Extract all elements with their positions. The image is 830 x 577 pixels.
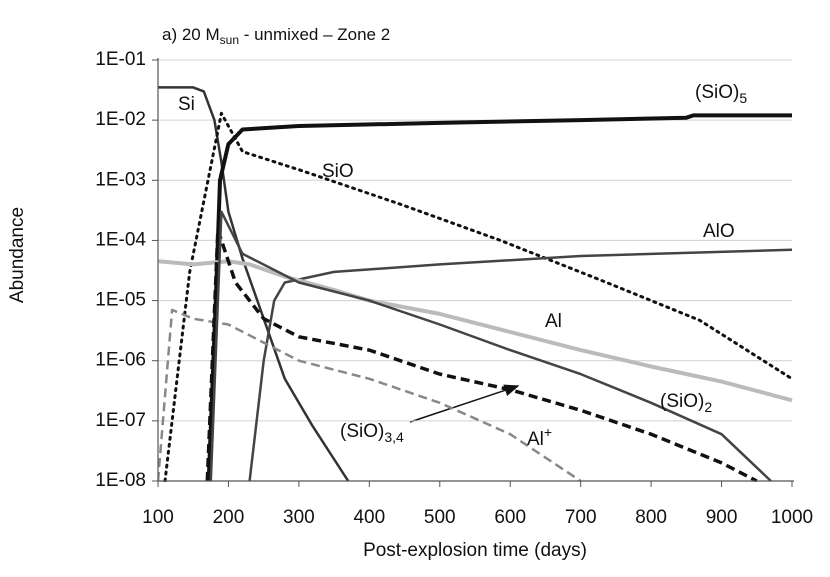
series-name: Si [178, 94, 195, 115]
y-tick-label: 1E-01 [95, 49, 146, 70]
y-tick-label: 1E-07 [95, 410, 146, 431]
series-name: (SiO) [340, 421, 384, 442]
x-tick-label: 500 [424, 507, 456, 528]
y-tick-label: 1E-02 [95, 109, 146, 130]
series-label: AlO [703, 221, 735, 242]
series-label: Al+ [527, 424, 552, 450]
series-name: Al [527, 429, 544, 450]
x-tick-label: 400 [353, 507, 385, 528]
x-tick-label: 1000 [771, 507, 813, 528]
annotation-arrow [409, 384, 520, 423]
y-tick-label: 1E-05 [95, 290, 146, 311]
series-name-superscript: + [544, 424, 552, 440]
y-tick-label: 1E-03 [95, 169, 146, 190]
y-axis-label: Abundance [7, 207, 28, 303]
series-name: Al [545, 311, 562, 332]
series-label: Al [545, 311, 562, 332]
series-name-subscript: 5 [739, 90, 747, 106]
x-tick-label: 900 [706, 507, 738, 528]
series-line [206, 113, 792, 482]
series-label: (SiO)2 [660, 391, 712, 415]
x-tick-label: 700 [565, 507, 597, 528]
series-line [158, 308, 582, 482]
series-name-subscript: 2 [704, 399, 712, 415]
series-label: (SiO)3,4 [340, 421, 404, 445]
x-tick-label: 800 [635, 507, 667, 528]
series-name: (SiO) [695, 82, 739, 103]
y-tick-label: 1E-04 [95, 229, 146, 250]
series-label: Si [178, 94, 195, 115]
x-tick-label: 300 [283, 507, 315, 528]
chart-title: a) 20 Msun - unmixed – Zone 2 [162, 25, 390, 47]
series-label: SiO [322, 161, 354, 182]
x-tick-label: 100 [142, 507, 174, 528]
y-tick-label: 1E-08 [95, 470, 146, 491]
series-name-subscript: 3,4 [384, 429, 404, 445]
series-line [158, 259, 793, 403]
series-line [248, 248, 793, 482]
series-line [158, 86, 350, 482]
x-tick-label: 600 [494, 507, 526, 528]
series-name: SiO [322, 161, 354, 182]
series-name: (SiO) [660, 391, 704, 412]
series-name: AlO [703, 221, 735, 242]
series-line [163, 111, 794, 482]
series-label: (SiO)5 [695, 82, 747, 106]
series-line [209, 210, 772, 482]
y-tick-label: 1E-06 [95, 350, 146, 371]
x-axis-label: Post-explosion time (days) [363, 540, 587, 561]
x-tick-label: 200 [213, 507, 245, 528]
series-line [205, 228, 758, 482]
